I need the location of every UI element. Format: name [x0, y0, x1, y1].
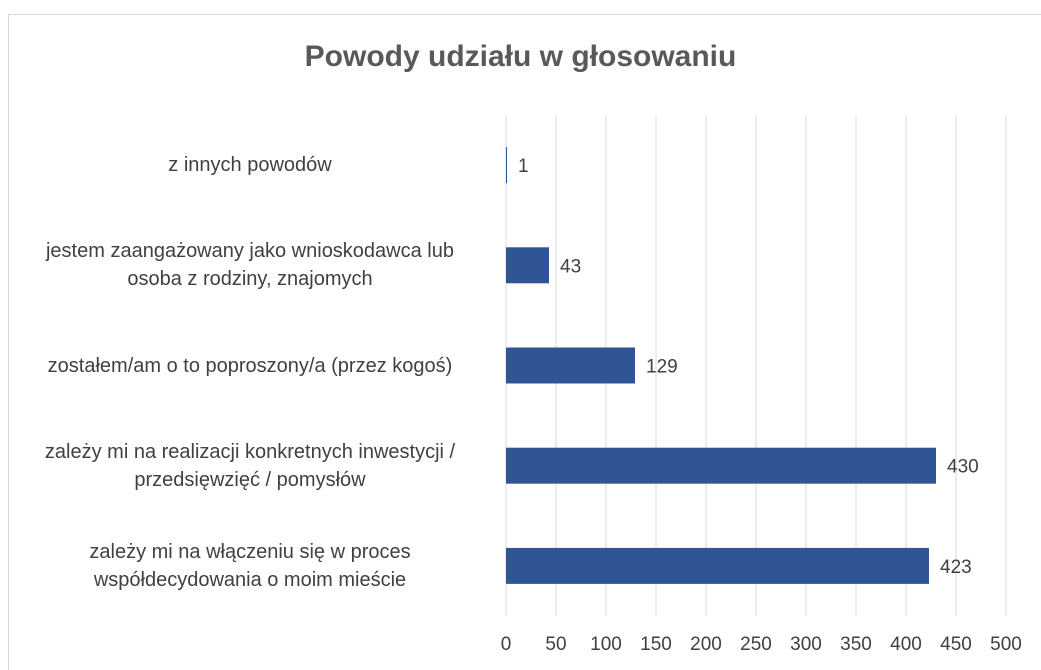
y-tick-label: zostałem/am o to poproszony/a (przez kog… — [47, 354, 453, 377]
bar — [506, 247, 549, 284]
y-tick-label: zależy mi na realizacji konkretnych inwe… — [44, 440, 456, 491]
data-label: 430 — [947, 457, 979, 478]
x-tick-label: 100 — [590, 634, 622, 655]
data-label: 43 — [560, 256, 581, 277]
x-tick-label: 50 — [545, 634, 566, 655]
y-tick-label: zależy mi na włączeniu się w proces wspó… — [89, 540, 411, 591]
bar — [506, 147, 507, 184]
chart-frame — [8, 14, 1041, 670]
x-tick-label: 250 — [740, 634, 772, 655]
bar — [506, 347, 635, 384]
data-label: 423 — [940, 557, 972, 578]
bar — [506, 447, 936, 484]
bar — [506, 547, 929, 584]
y-tick-label: z innych powodów — [168, 154, 332, 177]
x-tick-label: 300 — [790, 634, 822, 655]
x-tick-label: 450 — [940, 634, 972, 655]
x-tick-label: 200 — [690, 634, 722, 655]
chart-title: Powody udziału w głosowaniu — [304, 40, 737, 73]
data-label: 129 — [646, 357, 678, 378]
data-label: 1 — [518, 156, 529, 177]
x-tick-label: 500 — [990, 634, 1022, 655]
x-tick-label: 150 — [640, 634, 672, 655]
x-tick-label: 350 — [840, 634, 872, 655]
x-tick-label: 0 — [501, 634, 512, 655]
y-tick-label: jestem zaangażowany jako wnioskodawca lu… — [45, 240, 454, 291]
x-tick-label: 400 — [890, 634, 922, 655]
